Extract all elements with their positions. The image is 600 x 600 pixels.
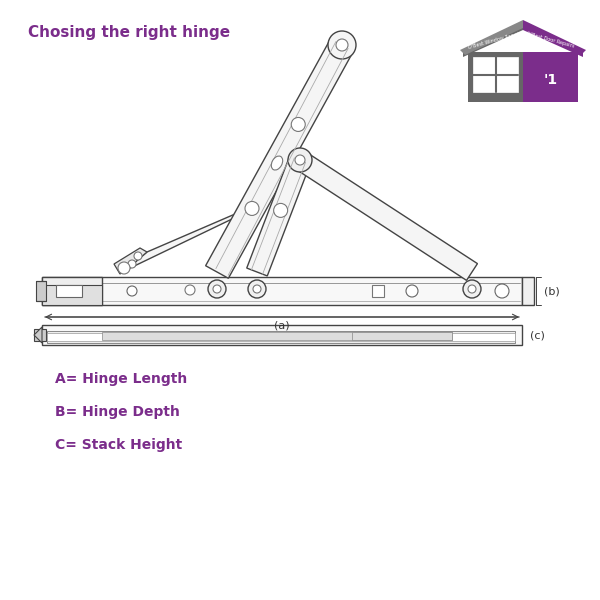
Circle shape <box>118 262 130 274</box>
Circle shape <box>274 203 287 217</box>
Bar <box>42 277 102 305</box>
Circle shape <box>295 155 305 165</box>
Circle shape <box>248 280 266 298</box>
Bar <box>47 331 515 343</box>
Bar <box>42 285 102 305</box>
Polygon shape <box>523 52 578 102</box>
Circle shape <box>288 148 312 172</box>
Text: (b): (b) <box>544 286 560 296</box>
Polygon shape <box>34 327 42 343</box>
Text: '1: '1 <box>544 73 557 86</box>
Polygon shape <box>247 156 310 276</box>
Bar <box>42 277 522 305</box>
Bar <box>56 285 82 297</box>
Ellipse shape <box>271 156 283 170</box>
Circle shape <box>208 280 226 298</box>
Text: C= Stack Height: C= Stack Height <box>55 438 182 452</box>
Text: B= Hinge Depth: B= Hinge Depth <box>55 405 180 419</box>
Circle shape <box>245 202 259 215</box>
Circle shape <box>185 285 195 295</box>
Circle shape <box>406 285 418 297</box>
Polygon shape <box>468 52 523 102</box>
Circle shape <box>253 285 261 293</box>
Text: (c): (c) <box>530 330 545 340</box>
Bar <box>102 332 452 340</box>
Polygon shape <box>206 39 353 278</box>
Polygon shape <box>295 152 478 280</box>
Circle shape <box>336 39 348 51</box>
Polygon shape <box>114 248 147 274</box>
Polygon shape <box>523 20 586 55</box>
Bar <box>473 57 518 92</box>
Circle shape <box>127 286 137 296</box>
Text: D'Best Door Repairs: D'Best Door Repairs <box>526 31 575 49</box>
Circle shape <box>468 285 476 293</box>
Text: (a): (a) <box>274 321 290 331</box>
Bar <box>372 285 384 297</box>
Polygon shape <box>126 204 259 270</box>
Bar <box>352 332 452 340</box>
Circle shape <box>495 284 509 298</box>
Polygon shape <box>460 20 523 55</box>
Polygon shape <box>463 22 523 57</box>
Bar <box>522 277 534 305</box>
Text: D'Best Window Repairs: D'Best Window Repairs <box>467 30 523 50</box>
Circle shape <box>213 285 221 293</box>
Circle shape <box>328 31 356 59</box>
Polygon shape <box>523 22 583 57</box>
Bar <box>42 325 522 345</box>
Circle shape <box>128 260 136 268</box>
Bar <box>34 329 46 341</box>
Text: A= Hinge Length: A= Hinge Length <box>55 372 187 386</box>
Circle shape <box>134 252 142 260</box>
Bar <box>47 333 515 341</box>
Text: Chosing the right hinge: Chosing the right hinge <box>28 25 230 40</box>
Polygon shape <box>36 281 46 301</box>
Circle shape <box>463 280 481 298</box>
Circle shape <box>291 118 305 131</box>
